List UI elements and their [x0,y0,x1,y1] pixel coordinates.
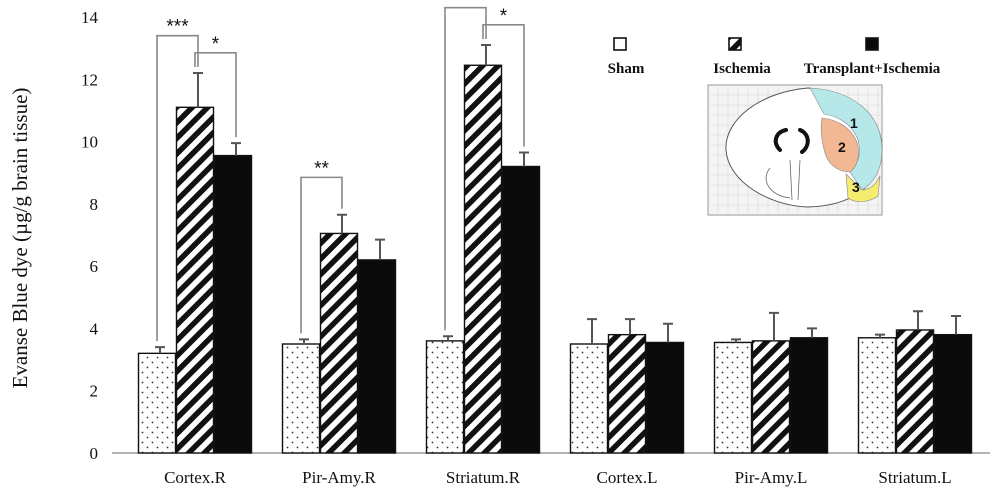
region-2 [820,117,859,173]
significance-brackets: ********** [156,0,525,342]
bar-stripes [463,64,503,454]
x-axis: Cortex.R Pir-Amy.R Striatum.R Cortex.L Pir-A… [164,468,952,487]
inset-label-3: 3 [852,179,860,195]
x-tick-label: Cortex.R [164,468,227,487]
bar-stripes [175,106,215,454]
y-tick-label: 4 [90,319,99,338]
bar-solid [501,165,541,454]
legend-swatch-stripes [728,37,742,51]
bar-solid [789,337,829,454]
error-bar [155,346,165,354]
bars [137,44,973,454]
significance-bracket [300,176,343,334]
bar-solid [645,341,685,454]
significance-bracket [194,52,237,138]
bar-dots [569,343,609,454]
significance-label: * [212,34,220,55]
y-tick-label: 8 [90,195,99,214]
significance-label: *** [454,0,477,10]
bar-stripes [895,329,935,454]
inset-label-2: 2 [838,139,846,155]
error-bar [519,151,529,167]
bar-dots [857,337,897,454]
significance-bracket [482,23,525,147]
y-axis-title: Evanse Blue dye (µg/g brain tissue) [8,88,32,389]
error-bar [731,338,741,343]
bar-solid [213,154,253,454]
significance-bracket [156,34,199,342]
inset-label-1: 1 [850,115,858,131]
x-tick-label: Striatum.R [446,468,521,487]
error-bar [231,142,241,156]
significance-label: * [500,6,508,27]
y-tick-label: 0 [90,444,99,463]
error-bar [337,213,347,234]
bar-dots [713,341,753,454]
significance-label: *** [166,17,189,38]
bar-stripes [751,340,791,454]
x-tick-label: Pir-Amy.L [735,468,808,487]
legend-swatch-dots [613,37,627,51]
bar-dots [137,352,177,454]
legend-label: Transplant+Ischemia [804,61,941,77]
error-bar [193,72,203,108]
legend-swatch-solid [865,37,879,51]
bar-dots [281,343,321,454]
x-tick-label: Cortex.L [597,468,658,487]
error-bar [625,318,635,335]
x-tick-label: Pir-Amy.R [302,468,376,487]
legend-label: Ischemia [713,61,771,77]
y-tick-label: 14 [81,8,99,27]
error-bar [875,333,885,338]
error-bar [587,318,597,344]
y-tick-label: 10 [81,133,98,152]
error-bar [951,314,961,335]
significance-label: ** [314,158,329,179]
error-bar [299,338,309,344]
bar-dots [425,340,465,454]
bar-stripes [607,333,647,454]
y-tick-label: 2 [90,382,99,401]
error-bar [481,44,491,66]
significance-bracket [444,6,487,331]
error-bar [375,238,385,260]
bar-solid [357,259,397,454]
error-bar [443,335,453,341]
error-bar [663,322,673,343]
x-tick-label: Striatum.L [878,468,951,487]
error-bar [913,310,923,330]
region-3 [845,173,881,202]
brain-section-inset: 1 2 3 [707,84,883,216]
error-bar [807,327,817,338]
bar-solid [933,333,973,454]
error-bar [769,311,779,341]
y-tick-label: 6 [90,257,99,276]
legend: Sham Ischemia Transplant+Ischemia [608,37,941,77]
y-tick-label: 12 [81,70,98,89]
legend-label: Sham [608,61,645,77]
bar-stripes [319,232,359,454]
